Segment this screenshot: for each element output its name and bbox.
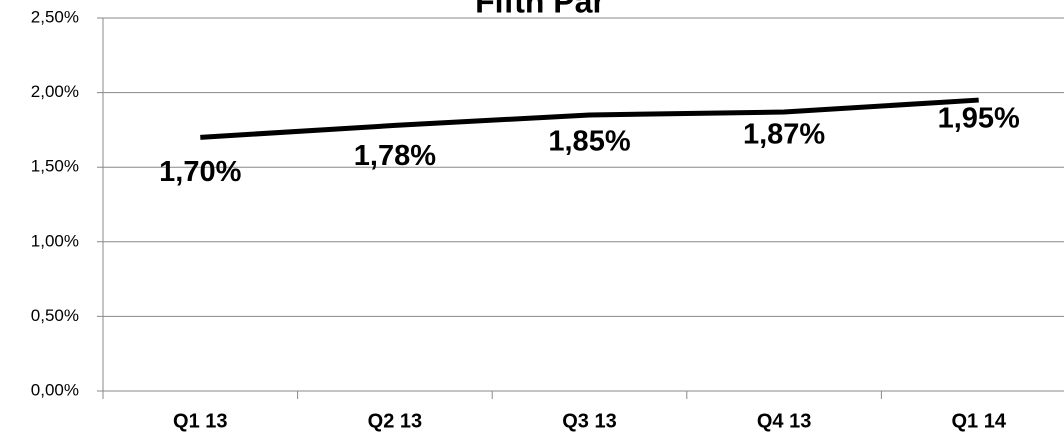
data-label: 1,78% [354, 140, 436, 172]
data-label: 1,70% [159, 156, 241, 188]
data-label: 1,95% [938, 103, 1020, 135]
y-tick-label: 0,50% [31, 306, 79, 325]
y-tick-label: 0,00% [31, 380, 79, 399]
data-label: 1,85% [548, 126, 630, 158]
x-tick-label: Q1 14 [951, 410, 1006, 432]
y-tick-label: 1,50% [31, 157, 79, 176]
data-label: 1,87% [743, 119, 825, 151]
y-tick-label: 2,50% [31, 7, 79, 26]
data-line [200, 97, 979, 140]
x-tick-label: Q4 13 [757, 410, 811, 432]
chart-title: Fifth Par [475, 0, 605, 19]
y-tick-label: 2,00% [31, 82, 79, 101]
x-tick-label: Q2 13 [368, 410, 422, 432]
x-tick-label: Q1 13 [173, 410, 227, 432]
x-tick-label: Q3 13 [562, 410, 616, 432]
y-tick-label: 1,00% [31, 231, 79, 250]
